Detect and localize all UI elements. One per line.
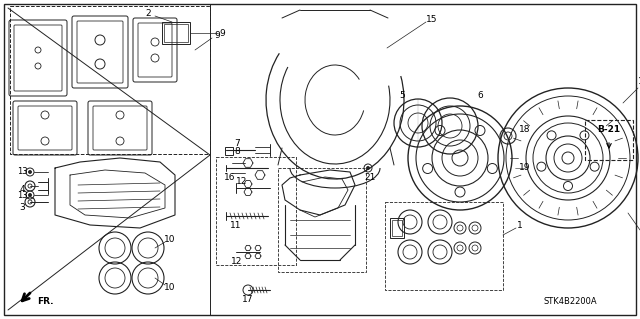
Bar	[10, 6, 210, 154]
Circle shape	[367, 167, 369, 169]
Text: 12: 12	[236, 177, 248, 187]
Text: 9: 9	[219, 28, 225, 38]
Text: 18: 18	[519, 125, 531, 135]
Circle shape	[29, 194, 31, 197]
Bar	[225, 147, 233, 155]
Text: 13: 13	[17, 167, 28, 176]
Bar	[164, 24, 188, 42]
Text: 16: 16	[224, 174, 236, 182]
Text: 9: 9	[214, 32, 220, 41]
Text: 10: 10	[164, 235, 176, 244]
Text: 15: 15	[426, 16, 438, 25]
Text: 2: 2	[145, 10, 151, 19]
Text: 10: 10	[164, 283, 176, 292]
Text: 14: 14	[638, 78, 640, 86]
Text: 17: 17	[243, 295, 253, 305]
Text: 3: 3	[19, 203, 25, 211]
Text: 6: 6	[477, 92, 483, 100]
Text: FR.: FR.	[36, 298, 53, 307]
Text: 1: 1	[517, 220, 523, 229]
Text: 7: 7	[234, 138, 240, 147]
Bar	[162, 22, 190, 44]
Text: 21: 21	[364, 174, 376, 182]
Bar	[392, 220, 402, 236]
Circle shape	[29, 170, 31, 174]
Text: 12: 12	[231, 257, 243, 266]
Bar	[585, 120, 633, 160]
Text: 11: 11	[230, 220, 242, 229]
Bar	[278, 168, 366, 272]
Text: 13: 13	[17, 190, 28, 199]
Text: STK4B2200A: STK4B2200A	[543, 298, 597, 307]
Bar	[216, 157, 296, 265]
Bar	[390, 218, 404, 238]
Bar	[385, 202, 503, 290]
Text: 19: 19	[519, 164, 531, 173]
Text: B-21: B-21	[597, 125, 621, 135]
Text: 4: 4	[19, 186, 25, 195]
Text: 5: 5	[399, 92, 405, 100]
Text: 8: 8	[234, 147, 240, 157]
